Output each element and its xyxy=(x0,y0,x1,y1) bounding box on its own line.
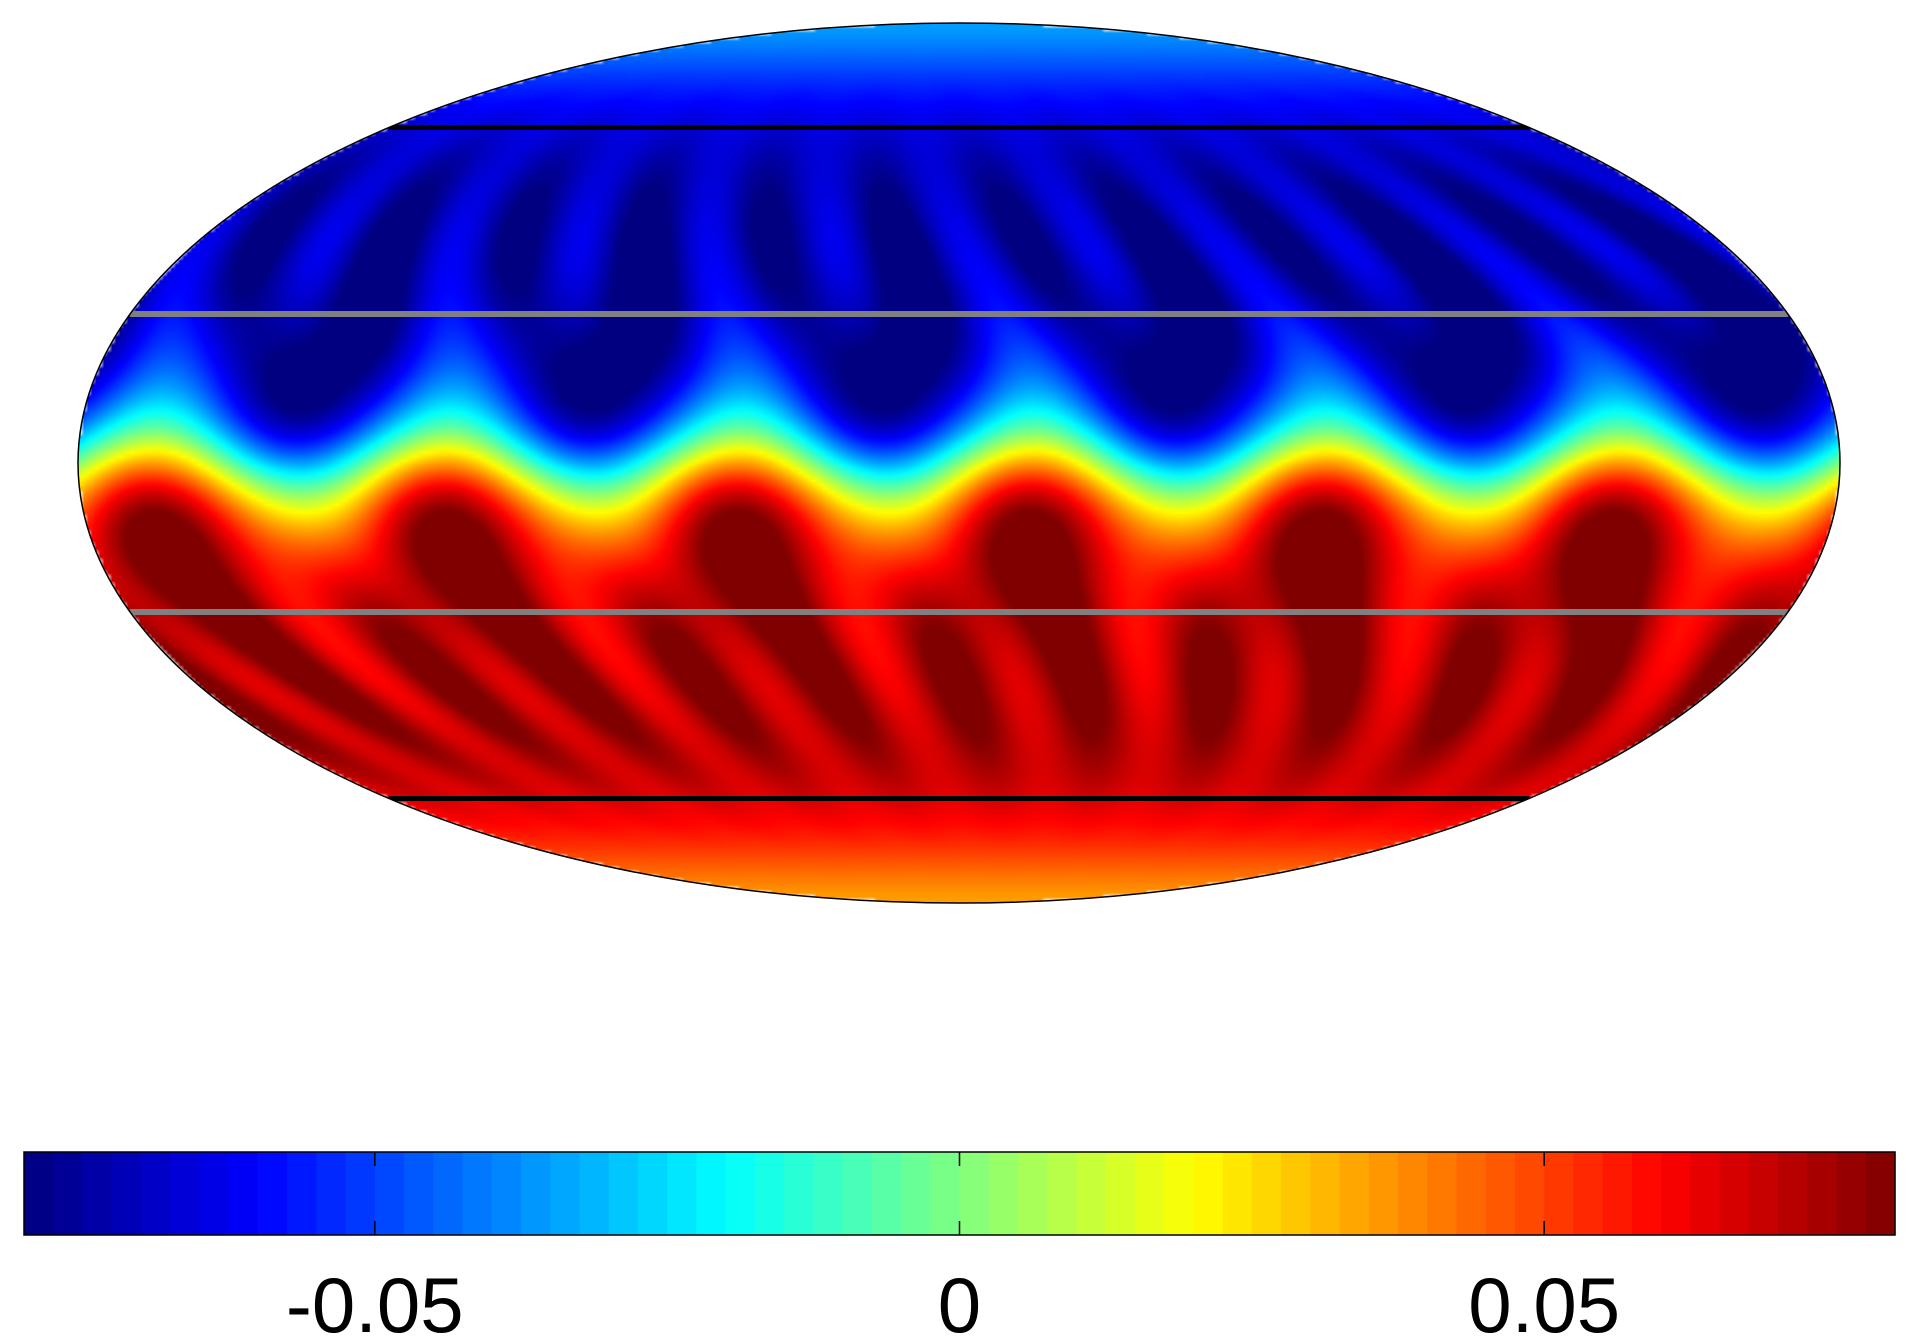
colorbar-swatches xyxy=(24,1152,1896,1235)
latitude-lines xyxy=(130,125,1788,801)
colorbar-tick-label: 0.05 xyxy=(1468,1261,1620,1342)
colorbar-swatch xyxy=(1631,1152,1662,1235)
colorbar-swatch xyxy=(1514,1152,1545,1235)
colorbar-swatch xyxy=(1281,1152,1311,1235)
colorbar-swatch xyxy=(1105,1152,1136,1235)
colorbar-swatch xyxy=(696,1152,727,1235)
colorbar-swatch xyxy=(784,1152,814,1235)
colorbar-swatch xyxy=(1076,1152,1107,1235)
colorbar-swatch xyxy=(1602,1152,1633,1235)
colorbar-swatch xyxy=(1310,1152,1341,1235)
colorbar-swatch xyxy=(1690,1152,1721,1235)
colorbar-swatch xyxy=(1456,1152,1487,1235)
colorbar-swatch xyxy=(1398,1152,1428,1235)
colorbar-swatch xyxy=(228,1152,259,1235)
colorbar-swatch xyxy=(520,1152,551,1235)
colorbar-swatch xyxy=(579,1152,610,1235)
map-outline xyxy=(77,22,1841,904)
colorbar-swatch xyxy=(462,1152,493,1235)
colorbar-tick-label: -0.05 xyxy=(286,1261,464,1342)
colorbar-swatch xyxy=(404,1152,434,1235)
colorbar-ticks: -0.05 0 0.05 xyxy=(286,1152,1620,1342)
colorbar-swatch xyxy=(140,1152,171,1235)
colorbar-swatch xyxy=(813,1152,844,1235)
colorbar-swatch xyxy=(1807,1152,1838,1235)
colorbar-swatch xyxy=(1748,1152,1779,1235)
colorbar-swatch xyxy=(433,1152,464,1235)
colorbar-swatch xyxy=(1193,1152,1224,1235)
colorbar-swatch xyxy=(1368,1152,1399,1235)
colorbar-swatch xyxy=(82,1152,113,1235)
colorbar-swatch xyxy=(111,1152,142,1235)
colorbar-swatch xyxy=(1134,1152,1165,1235)
colorbar-swatch xyxy=(1164,1152,1194,1235)
colorbar-swatch xyxy=(637,1152,668,1235)
colorbar-swatch xyxy=(257,1152,288,1235)
colorbar-swatch xyxy=(1865,1152,1896,1235)
colorbar-swatch xyxy=(1251,1152,1282,1235)
colorbar-swatch xyxy=(1778,1152,1808,1235)
colorbar-swatch xyxy=(1427,1152,1458,1235)
colorbar-swatch xyxy=(1836,1152,1867,1235)
colorbar-swatch xyxy=(53,1152,84,1235)
colorbar: -0.05 0 0.05 xyxy=(23,1151,1896,1342)
colorbar-swatch xyxy=(199,1152,230,1235)
colorbar-swatch xyxy=(1544,1152,1575,1235)
colorbar-swatch xyxy=(1719,1152,1750,1235)
colorbar-swatch xyxy=(345,1152,376,1235)
colorbar-swatch xyxy=(170,1152,201,1235)
colorbar-swatch xyxy=(1339,1152,1370,1235)
colorbar-swatch xyxy=(1017,1152,1048,1235)
colorbar-swatch xyxy=(287,1152,317,1235)
colorbar-swatch xyxy=(667,1152,697,1235)
colorbar-swatch xyxy=(930,1152,961,1235)
colorbar-swatch xyxy=(1047,1152,1078,1235)
colorbar-swatch xyxy=(959,1152,990,1235)
colorbar-swatch xyxy=(725,1152,756,1235)
colorbar-swatch xyxy=(842,1152,873,1235)
colorbar-swatch xyxy=(988,1152,1019,1235)
colorbar-swatch xyxy=(901,1152,931,1235)
mollweide-map xyxy=(77,22,1841,904)
colorbar-swatch xyxy=(608,1152,639,1235)
colorbar-swatch xyxy=(374,1152,405,1235)
colorbar-swatch xyxy=(754,1152,785,1235)
colorbar-swatch xyxy=(24,1152,54,1235)
colorbar-swatch xyxy=(1573,1152,1604,1235)
map-field-image xyxy=(78,23,1840,903)
colorbar-swatch xyxy=(316,1152,347,1235)
colorbar-swatch xyxy=(871,1152,902,1235)
colorbar-tick-label: 0 xyxy=(938,1261,981,1342)
colorbar-swatch xyxy=(491,1152,522,1235)
colorbar-swatch xyxy=(1485,1152,1516,1235)
colorbar-swatch xyxy=(1222,1152,1253,1235)
colorbar-swatch xyxy=(1661,1152,1691,1235)
colorbar-swatch xyxy=(550,1152,581,1235)
